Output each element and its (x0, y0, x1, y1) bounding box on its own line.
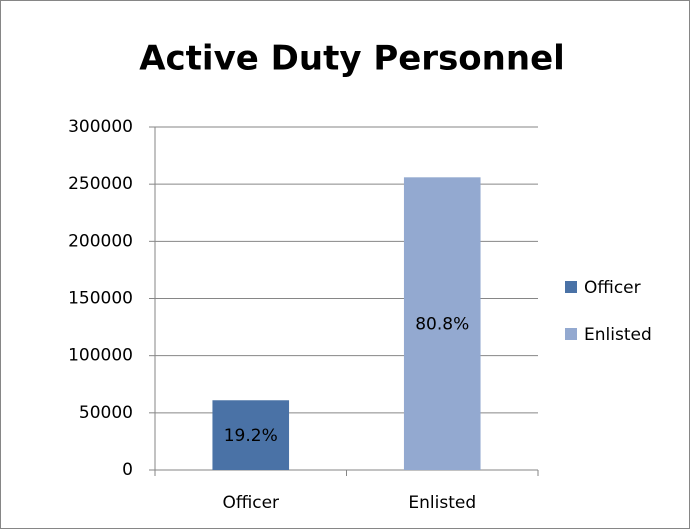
legend-swatch (565, 328, 577, 340)
bar (212, 400, 290, 470)
bar (403, 177, 481, 470)
y-tick-label: 50000 (79, 403, 133, 423)
x-tick-label: Officer (222, 493, 279, 513)
share-label: 19.2% (224, 426, 278, 446)
chart-title: Active Duty Personnel (139, 39, 565, 79)
y-tick-label: 200000 (68, 231, 133, 251)
share-label: 80.8% (415, 315, 469, 335)
legend-label: Officer (584, 278, 641, 298)
y-tick-label: 250000 (68, 174, 133, 194)
y-tick-label: 150000 (68, 289, 133, 309)
legend-swatch (565, 281, 577, 293)
x-tick-label: Enlisted (408, 493, 476, 513)
y-tick-label: 0 (122, 460, 133, 480)
legend-label: Enlisted (584, 325, 652, 345)
y-tick-label: 100000 (68, 346, 133, 366)
y-tick-label: 300000 (68, 117, 133, 137)
